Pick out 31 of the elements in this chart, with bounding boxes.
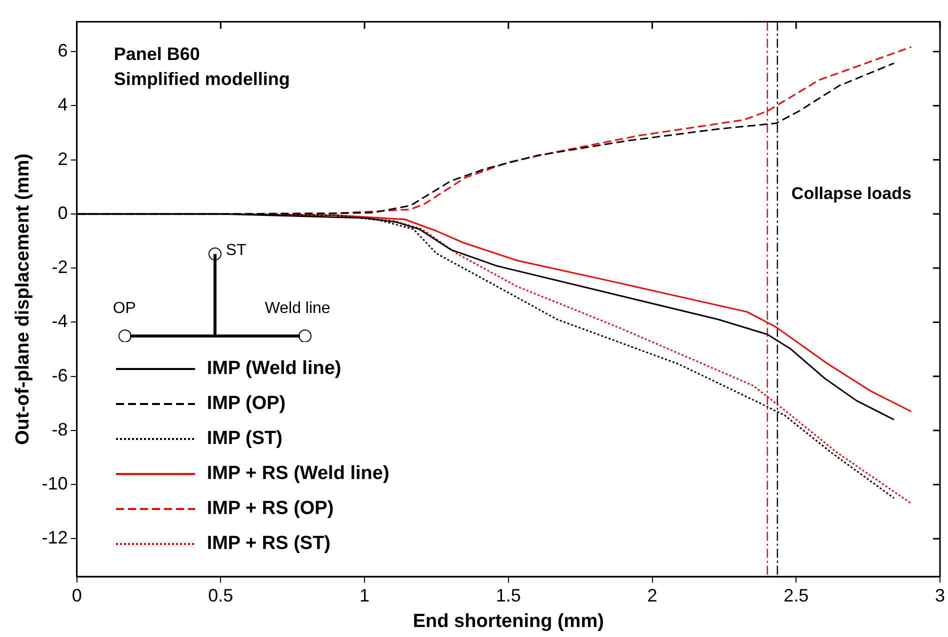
legend-label: IMP + RS (OP) — [206, 498, 334, 520]
x-tick-label: 0 — [72, 585, 82, 606]
annotation: Panel B60 — [114, 44, 200, 65]
annotation: Simplified modelling — [114, 68, 290, 90]
legend-label: IMP (Weld line) — [206, 358, 342, 380]
legend-label: IMP + RS (ST) — [206, 533, 331, 556]
x-tick-label: 0.5 — [208, 585, 234, 606]
y-tick-label: 6 — [58, 40, 68, 61]
x-tick-label: 2.5 — [784, 585, 809, 606]
y-tick-label: 2 — [58, 148, 68, 169]
x-tick-label: 2 — [647, 585, 658, 606]
x-tick-label: 3 — [934, 585, 945, 606]
y-tick-label: -6 — [52, 365, 68, 386]
x-axis-title: End shortening (mm) — [412, 610, 604, 632]
y-tick-label: -8 — [52, 419, 68, 440]
x-tick-label: 1 — [360, 585, 370, 606]
y-axis-title: Out-of-plane displacement (mm) — [12, 154, 34, 445]
annotation: OP — [112, 300, 136, 318]
legend-label: IMP (ST) — [206, 428, 282, 450]
y-tick-label: -4 — [52, 311, 68, 332]
annotation: ST — [226, 242, 246, 260]
y-tick-label: -10 — [42, 474, 68, 494]
legend-label: IMP (OP) — [206, 393, 286, 416]
y-tick-label: -2 — [52, 257, 68, 278]
x-tick-label: 1.5 — [496, 585, 521, 606]
y-tick-label: 4 — [58, 94, 68, 115]
y-tick-label: 0 — [58, 202, 68, 223]
annotation: Weld line — [264, 300, 330, 318]
y-tick-label: -12 — [42, 528, 68, 548]
legend-label: IMP + RS (Weld line) — [206, 463, 390, 486]
annotation: Collapse loads — [791, 184, 912, 204]
